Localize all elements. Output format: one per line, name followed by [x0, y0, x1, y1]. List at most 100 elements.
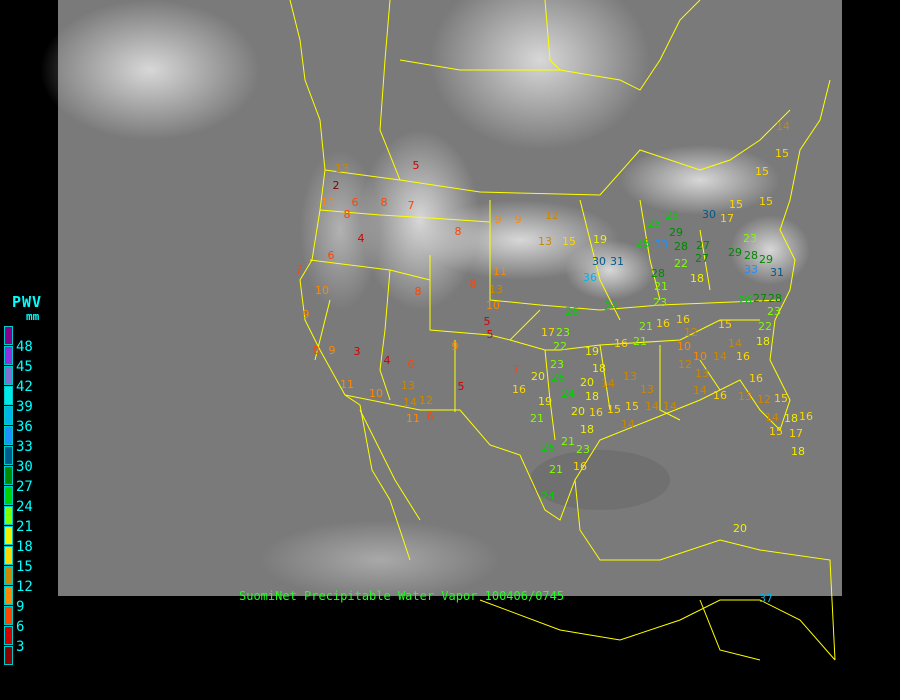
legend-color-box: [4, 506, 13, 525]
station-pwv-value: 10: [693, 350, 707, 363]
station-pwv-value: 26: [551, 371, 565, 384]
station-pwv-value: 23: [576, 443, 590, 456]
station-pwv-value: 18: [580, 423, 594, 436]
station-pwv-value: 11: [321, 196, 335, 209]
legend-color-box: [4, 646, 13, 665]
station-pwv-value: 9: [452, 340, 459, 353]
station-pwv-value: 22: [758, 320, 772, 333]
legend-color-box: [4, 566, 13, 585]
legend-label: 6: [16, 619, 25, 635]
legend-label: 48: [16, 339, 33, 355]
station-pwv-value: 24: [561, 387, 575, 400]
station-pwv-value: 21: [639, 320, 653, 333]
legend-label: 42: [16, 379, 33, 395]
station-pwv-value: 7: [408, 199, 415, 212]
station-pwv-value: 4: [358, 232, 365, 245]
station-pwv-value: 5: [458, 380, 465, 393]
station-pwv-value: 33: [654, 238, 668, 251]
legend-color-box: [4, 426, 13, 445]
legend-color-box: [4, 606, 13, 625]
station-pwv-value: 37: [759, 592, 773, 605]
station-pwv-value: 6: [352, 196, 359, 209]
station-pwv-value: 28: [768, 292, 782, 305]
station-pwv-value: 26: [541, 441, 555, 454]
legend-label: 18: [16, 539, 33, 555]
station-pwv-value: 23: [743, 232, 757, 245]
station-pwv-value: 8: [344, 208, 351, 221]
station-pwv-value: 7: [296, 263, 303, 276]
legend-color-box: [4, 326, 13, 345]
station-pwv-value: 14: [713, 350, 727, 363]
station-pwv-value: 19: [585, 345, 599, 358]
station-pwv-value: 15: [607, 403, 621, 416]
legend-label: 3: [16, 639, 25, 655]
station-pwv-value: 31: [770, 266, 784, 279]
station-pwv-value: 25: [665, 209, 679, 222]
station-pwv-value: 2: [333, 179, 340, 192]
station-pwv-value: 29: [728, 246, 742, 259]
station-pwv-value: 15: [729, 198, 743, 211]
station-pwv-value: 11: [493, 265, 507, 278]
legend-color-box: [4, 586, 13, 605]
station-pwv-value: 15: [625, 400, 639, 413]
station-pwv-value: 16: [614, 337, 628, 350]
legend-label: 27: [16, 479, 33, 495]
station-pwv-value: 14: [621, 418, 635, 431]
legend-label: 21: [16, 519, 33, 535]
station-pwv-value: 21: [561, 435, 575, 448]
station-pwv-value: 9: [329, 344, 336, 357]
station-pwv-value: 23: [767, 305, 781, 318]
legend-label: 30: [16, 459, 33, 475]
station-pwv-value: 20: [733, 522, 747, 535]
station-pwv-value: 18: [592, 362, 606, 375]
station-pwv-value: 25: [647, 217, 661, 230]
station-pwv-value: 27: [753, 292, 767, 305]
station-pwv-value: 12: [545, 209, 559, 222]
station-pwv-value: 5: [487, 328, 494, 341]
station-pwv-value: 20: [531, 370, 545, 383]
station-pwv-value: 13: [401, 379, 415, 392]
legend-label: 39: [16, 399, 33, 415]
station-pwv-value: 16: [799, 410, 813, 423]
station-pwv-value: 16: [656, 317, 670, 330]
legend-color-box: [4, 466, 13, 485]
station-pwv-value: 26: [565, 305, 579, 318]
station-pwv-value: 28: [744, 249, 758, 262]
station-pwv-value: 24: [541, 490, 555, 503]
station-pwv-value: 18: [784, 412, 798, 425]
legend-color-box: [4, 446, 13, 465]
station-pwv-value: 30: [592, 255, 606, 268]
station-pwv-value: 16: [713, 389, 727, 402]
station-pwv-value: 11: [340, 378, 354, 391]
legend-color-box: [4, 406, 13, 425]
map-caption: SuomiNet Precipitable Water Vapor 100406…: [239, 589, 565, 603]
station-pwv-value: 22: [553, 340, 567, 353]
station-pwv-value: 18: [756, 335, 770, 348]
cloud-cover: [40, 0, 810, 600]
station-pwv-value: 26: [738, 294, 752, 307]
legend-color-box: [4, 526, 13, 545]
station-pwv-value: 23: [653, 296, 667, 309]
legend-label: 45: [16, 359, 33, 375]
station-pwv-value: 9: [515, 213, 522, 226]
station-pwv-value: 18: [791, 445, 805, 458]
station-pwv-value: 11: [406, 412, 420, 425]
station-pwv-value: 14: [663, 400, 677, 413]
legend-label: 12: [16, 579, 33, 595]
station-pwv-value: 10: [315, 284, 329, 297]
station-pwv-value: 17: [720, 212, 734, 225]
legend-title: PWV: [12, 293, 43, 311]
station-pwv-value: 8: [313, 344, 320, 357]
legend-label: 15: [16, 559, 33, 575]
legend-label: 33: [16, 439, 33, 455]
station-pwv-value: 4: [384, 354, 391, 367]
station-pwv-value: 18: [690, 272, 704, 285]
station-pwv-value: 8: [470, 277, 477, 290]
legend-label: 24: [16, 499, 33, 515]
legend-label: 9: [16, 599, 25, 615]
station-pwv-value: 15: [774, 392, 788, 405]
station-pwv-value: 17: [789, 427, 803, 440]
station-pwv-value: 8: [415, 285, 422, 298]
station-pwv-value: 21: [654, 280, 668, 293]
station-pwv-value: 21: [633, 335, 647, 348]
